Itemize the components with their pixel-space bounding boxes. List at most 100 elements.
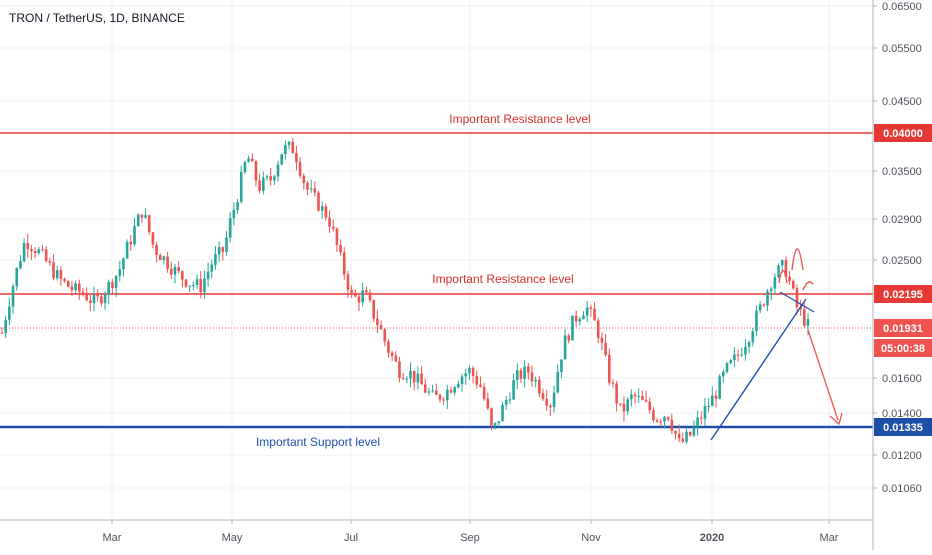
candle-body [593,308,596,321]
candle-body [442,399,445,401]
candle-body [744,346,747,355]
x-tick-label: Mar [820,532,839,544]
level-badge-text: 0.04000 [883,128,923,140]
candle-body [284,145,287,155]
candle-body [622,403,626,412]
candle-body [677,433,681,439]
candle-body [192,284,195,286]
candle-body [74,283,77,291]
y-axis[interactable]: 0.06500 0.05500 0.04500 0.03500 0.02900 0.025… [872,0,922,550]
candle-body [663,417,666,422]
candle-body [217,247,221,255]
candle-body [273,176,276,181]
candle-body [22,243,26,262]
candle-body [33,251,37,254]
candle-body [254,161,258,181]
candle-body [806,319,810,326]
last-price-badge [874,319,932,337]
candle-body [482,386,486,399]
candle-body [460,376,464,384]
candle-body [52,262,55,279]
candle-body [276,164,280,177]
candle-body [427,391,431,393]
candle-body [788,276,791,281]
candle-body [195,279,199,285]
candle-body [398,361,401,379]
candle-body [247,158,250,163]
candle-body [699,417,703,419]
candle-body [376,318,379,325]
candle-body [769,288,773,292]
candle-body [523,366,526,379]
trendline [710,298,807,441]
x-axis[interactable]: Mar May Jul Sep Nov 2020 Mar [0,519,873,544]
candle-body [674,430,677,434]
candle-body [41,249,44,251]
candle-body [434,390,438,395]
candle-body [567,335,571,341]
countdown-badge-text: 05:00:38 [881,343,925,355]
candle-body [762,304,766,306]
candle-body [508,399,512,401]
candle-body [766,291,769,306]
candle-body [688,431,692,436]
candle-body [538,379,541,394]
candle-body [350,289,353,293]
candle-body [549,405,552,408]
candle-body [155,244,158,255]
candle-body [493,423,497,426]
candle-body [446,389,449,401]
candle-body [486,398,490,409]
candle-body [383,329,387,342]
x-tick-label: May [222,532,243,544]
candle-body [803,309,806,326]
candle-body [361,290,364,303]
candle-body [287,141,291,146]
y-tick-label: 0.06500 [882,1,922,13]
level-badge [874,418,932,436]
candle-body [626,399,629,412]
candle-body [401,378,405,380]
candle-body [309,188,313,190]
candle-body [111,281,114,288]
candle-body [409,370,412,379]
candle-body [596,320,600,339]
y-tick-label: 0.02500 [882,255,922,267]
candle-body [317,192,320,211]
candle-body [501,404,504,422]
candle-body [181,271,184,280]
candle-body [600,338,604,343]
candle-body [306,182,309,190]
candle-body [526,366,530,373]
level-label: Important Resistance level [449,112,590,126]
candle-body [103,294,107,304]
candle-body [188,285,191,287]
candle-body [633,394,637,397]
x-tick-label: Sep [460,532,480,544]
grid [0,0,873,520]
candle-body [736,354,740,356]
candle-body [758,304,762,311]
candle-body [133,226,136,245]
candle-body [468,368,471,374]
y-tick-label: 0.01200 [882,450,922,462]
wedge-line [779,291,815,313]
x-tick-label: Mar [103,532,122,544]
candle-body [177,266,180,272]
y-tick-label: 0.01060 [882,483,922,495]
candle-body [265,176,269,178]
right-shoulder-arc [802,281,814,291]
candle-body [405,378,409,380]
candle-body [490,408,493,426]
candle-body [214,254,217,265]
candle-body [81,291,85,294]
candle-body [19,261,22,269]
candle-body [365,290,368,293]
head-arc [791,248,804,271]
candle-body [611,382,615,384]
candles[interactable] [0,137,810,444]
candle-body [236,201,239,210]
candle-body [328,217,331,227]
